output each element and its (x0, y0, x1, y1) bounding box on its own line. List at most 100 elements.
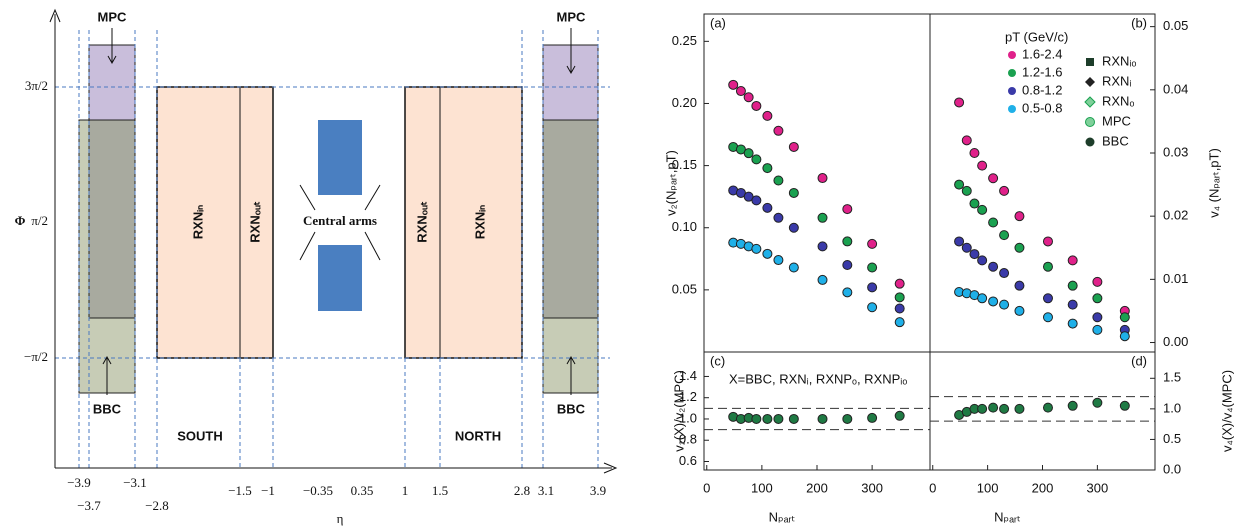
y-tick-label: 0.01 (1163, 271, 1188, 286)
data-point (762, 413, 773, 424)
data-point (1014, 280, 1025, 291)
rxn-south (156, 86, 274, 359)
data-point (762, 163, 773, 174)
data-point (969, 147, 980, 158)
data-point (762, 110, 773, 121)
data-point (773, 125, 784, 136)
arrow (102, 355, 112, 365)
x-tick-label: 300 (861, 480, 883, 495)
grid (55, 30, 610, 468)
x-tick-label: 300 (1087, 480, 1109, 495)
x-label: η (337, 511, 344, 526)
y-tick-label: 0.05 (672, 281, 697, 296)
y-tick-label: 0.05 (1163, 18, 1188, 33)
y-tick-label: −π/2 (24, 349, 48, 364)
data-point (954, 236, 965, 247)
legend-marker (1085, 137, 1095, 147)
y-tick-label: 0.03 (1163, 144, 1188, 159)
data-point (1014, 242, 1025, 253)
legend-marker (1084, 96, 1096, 108)
y-label: v₄(X)/v₄(MPC) (1219, 370, 1234, 452)
panel-label: (c) (710, 353, 725, 368)
label: MPC (98, 9, 128, 24)
data-point (842, 260, 853, 271)
data-point (751, 154, 762, 165)
legend-label: 0.8-1.2 (1022, 82, 1062, 97)
detector-diagram: MPC MPC BBC BBC RXNᵢₙ RXNₒᵤₜ RXNₒᵤₜ RXNᵢ… (15, 8, 618, 526)
data-point (788, 141, 799, 152)
data-point (751, 195, 762, 206)
arrow (566, 65, 576, 75)
x-tick-label: 3.9 (590, 483, 606, 498)
legend-marker (1008, 87, 1016, 95)
data-point (988, 217, 999, 228)
data-point (894, 317, 905, 328)
legend-label: RXNᵢ (1102, 73, 1132, 88)
y-tick-label: 0.00 (1163, 334, 1188, 349)
data-point (977, 255, 988, 266)
y-label: v₄ (Nₚₐᵣₜ,pT) (1206, 148, 1221, 218)
y-tick-label: 0.20 (672, 95, 697, 110)
data-point (969, 198, 980, 209)
y-tick-label: 1.5 (1163, 370, 1181, 385)
data-point (788, 187, 799, 198)
legend-marker (1008, 69, 1016, 77)
data-point (1014, 403, 1025, 414)
label: NORTH (455, 428, 501, 443)
data-point (1119, 312, 1130, 323)
data-point (751, 100, 762, 111)
data-point (977, 293, 988, 304)
y-tick-label: 1.0 (679, 410, 697, 425)
label: BBC (93, 401, 122, 416)
data-point (999, 230, 1010, 241)
data-point (894, 410, 905, 421)
data-point (1042, 402, 1053, 413)
legend-marker (1085, 117, 1095, 127)
x-label: Nₚₐᵣₜ (994, 509, 1021, 524)
y-tick-label: 0.10 (672, 219, 697, 234)
data-point (762, 248, 773, 259)
label: SOUTH (177, 428, 223, 443)
legend-label: BBC (1102, 133, 1129, 148)
data-point (1067, 280, 1078, 291)
mpc-south-body (88, 119, 136, 319)
legend-marker (1008, 105, 1016, 113)
y-label: v₂(Nₚₐᵣₜ,pT) (663, 150, 678, 216)
data-point (988, 402, 999, 413)
data-point (1092, 312, 1103, 323)
x-tick-label: −0.35 (303, 483, 333, 498)
y-tick-label: 0.5 (1163, 431, 1181, 446)
x-tick-label: 200 (806, 480, 828, 495)
legend-marker (1085, 77, 1095, 87)
data-point (894, 303, 905, 314)
legend-label: 1.2-1.6 (1022, 64, 1062, 79)
legend-title: pT (GeV/c) (1005, 29, 1068, 44)
y-tick-label: 0.04 (1163, 81, 1188, 96)
x-tick-label: −3.7 (77, 498, 101, 513)
legend-label: 0.5-0.8 (1022, 100, 1062, 115)
label: RXNₒᵤₜ (414, 201, 429, 243)
legend-label: 1.6-2.4 (1022, 46, 1062, 61)
data-point (1042, 293, 1053, 304)
y-tick-label: 0.0 (1163, 461, 1181, 476)
data-point (1067, 299, 1078, 310)
data-point (1092, 397, 1103, 408)
central-arm (318, 245, 362, 311)
label: RXNᵢₙ (190, 205, 205, 239)
data-point (743, 148, 754, 159)
data-point (1119, 331, 1130, 342)
arrow (566, 355, 576, 365)
x-tick-label: 100 (751, 480, 773, 495)
label: RXNₒᵤₜ (247, 201, 262, 243)
annotation: X=BBC, RXNᵢ, RXNPₒ, RXNPᵢₒ (729, 371, 907, 386)
x-tick-label: 1.5 (432, 483, 448, 498)
x-tick-label: 200 (1032, 480, 1054, 495)
label: Central arms (303, 213, 377, 228)
data-point (773, 255, 784, 266)
data-point (867, 412, 878, 423)
data-point (1067, 318, 1078, 329)
y-tick-label: 0.6 (679, 453, 697, 468)
data-point (817, 274, 828, 285)
y-tick-label: 0.25 (672, 33, 697, 48)
data-point (817, 212, 828, 223)
